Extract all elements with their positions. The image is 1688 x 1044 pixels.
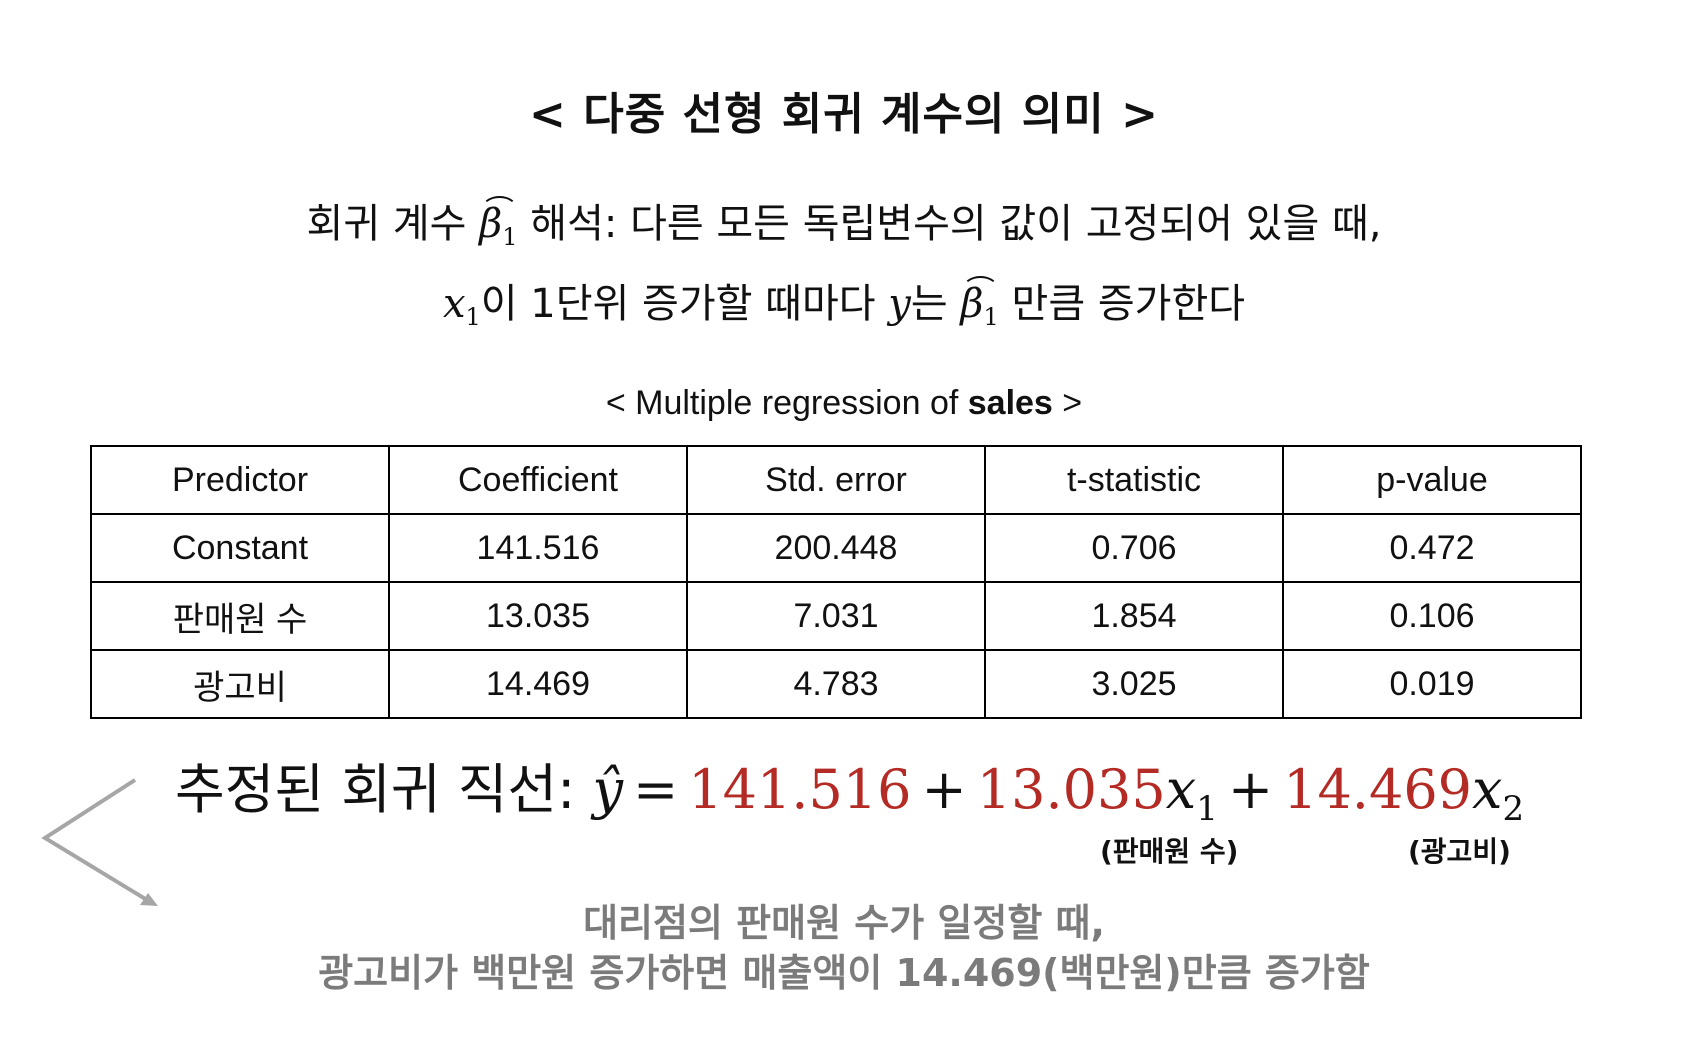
description-part-3: 만큼 증가한다 [998, 281, 1246, 327]
beta-hat: β1 [960, 276, 1000, 341]
intercept-value: 141.516 [688, 758, 912, 821]
regression-equation: 추정된 회귀 직선: ŷ = 141.516 +13.035x1 +14.469x2 [175, 758, 1524, 841]
table-row: Constant 141.516 200.448 0.706 0.472 [90, 513, 1582, 583]
y-symbol: y [888, 281, 911, 327]
table-cell: 13.035 [388, 581, 688, 651]
header-std-error: Std. error [686, 445, 986, 515]
table-cell: 0.706 [984, 513, 1284, 583]
table-cell: 141.516 [388, 513, 688, 583]
coef1-value: 13.035 [976, 758, 1166, 821]
x1-symbol: x1 [442, 281, 481, 331]
equals-sign: = [632, 758, 679, 821]
table-cell: 3.025 [984, 649, 1284, 719]
table-cell: 14.469 [388, 649, 688, 719]
equation-label: 추정된 회귀 직선: [175, 758, 593, 821]
table-row: 광고비 14.469 4.783 3.025 0.019 [90, 649, 1582, 719]
page-title: < 다중 선형 회귀 계수의 의미 > [529, 89, 1159, 140]
header-t-statistic: t-statistic [984, 445, 1284, 515]
plus-sign: + [1227, 758, 1274, 821]
table-cell: Constant [90, 513, 390, 583]
table-row: 판매원 수 13.035 7.031 1.854 0.106 [90, 581, 1582, 651]
caption-bold: sales [967, 384, 1053, 422]
beta-hat-symbol-2: β1 [960, 276, 1000, 331]
table-cell: 4.783 [686, 649, 986, 719]
plus-sign: + [921, 758, 967, 821]
regression-table: Predictor Coefficient Std. error t-stati… [90, 445, 1582, 719]
beta-hat: β1 [479, 196, 518, 261]
table-cell: 7.031 [686, 581, 986, 651]
table-cell: 1.854 [984, 581, 1284, 651]
table-cell: 0.106 [1282, 581, 1582, 651]
description-part-1: 이 1단위 증가할 때마다 [480, 281, 889, 327]
table-cell: 0.019 [1282, 649, 1582, 719]
note-advertising: (광고비) [1408, 835, 1511, 868]
footnote-line-1: 대리점의 판매원 수가 일정할 때, [583, 901, 1105, 945]
y-hat-symbol: ŷ [592, 758, 623, 821]
note-salespeople: (판매원 수) [1100, 835, 1239, 868]
table-header-row: Predictor Coefficient Std. error t-stati… [90, 445, 1582, 515]
table-cell: 판매원 수 [90, 581, 390, 651]
header-p-value: p-value [1282, 445, 1582, 515]
arrow-icon [41, 778, 158, 906]
x1-var: x1 [1165, 758, 1218, 829]
table-cell: 광고비 [90, 649, 390, 719]
coef2-value: 14.469 [1283, 758, 1473, 821]
header-coefficient: Coefficient [388, 445, 688, 515]
table-cell: 0.472 [1282, 513, 1582, 583]
x2-var: x2 [1472, 758, 1525, 829]
description-line-2: x1이 1단위 증가할 때마다 y는 β1 만큼 증가한다 [0, 276, 1688, 341]
description-suffix: 해석: 다른 모든 독립변수의 값이 고정되어 있을 때, [517, 201, 1382, 247]
table-caption: < Multiple regression of sales > [605, 384, 1083, 422]
description-part-2: 는 [910, 281, 961, 327]
footnote-line-2: 광고비가 백만원 증가하면 매출액이 14.469(백만원)만큼 증가함 [318, 951, 1370, 995]
header-predictor: Predictor [90, 445, 390, 515]
description-line-1: 회귀 계수 β1 해석: 다른 모든 독립변수의 값이 고정되어 있을 때, [0, 196, 1688, 261]
beta-hat-symbol: β1 [479, 196, 518, 251]
table-cell: 200.448 [686, 513, 986, 583]
description-prefix: 회귀 계수 [306, 201, 480, 247]
